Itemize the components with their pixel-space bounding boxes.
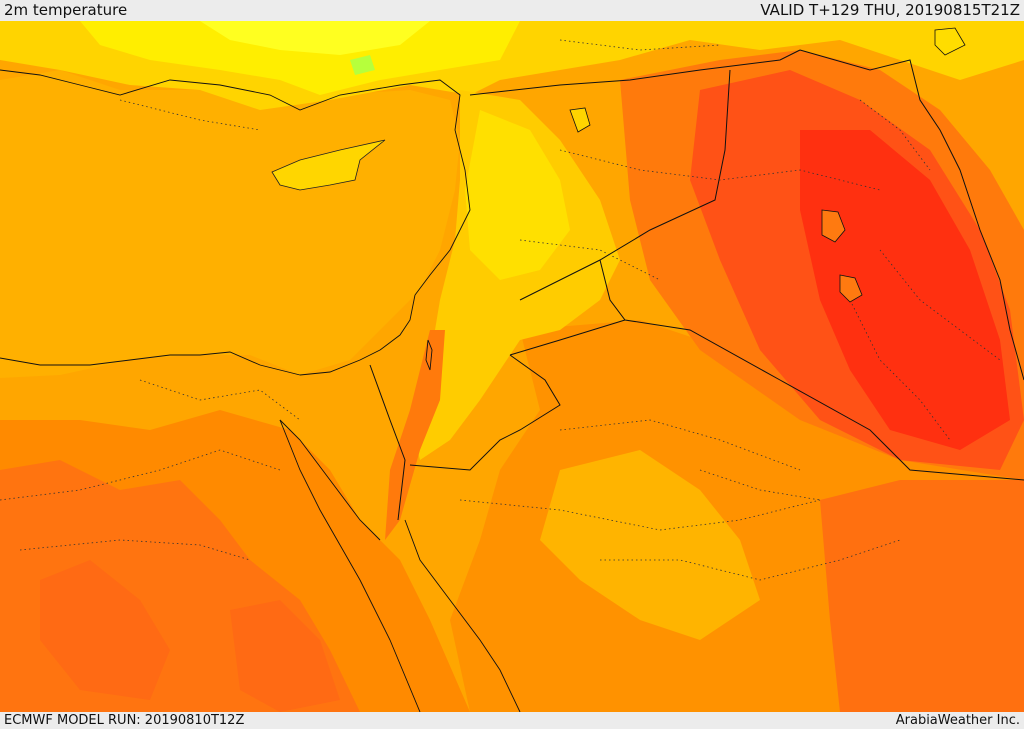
- green-spot: [350, 55, 375, 75]
- arabia-yellow-inner: [540, 450, 760, 640]
- admin-borders: [0, 39, 1001, 581]
- cyprus: [271, 139, 386, 191]
- credit-text: ArabiaWeather Inc.: [895, 713, 1020, 728]
- lake-ataturk: [569, 107, 591, 133]
- iraq-iran-border: [799, 49, 1024, 381]
- jordan-valley: [385, 330, 445, 540]
- turkey-bright-yellow: [80, 21, 520, 95]
- iraq-red-core: [800, 130, 1010, 450]
- sinai-border: [369, 364, 406, 521]
- egypt-coast: [0, 351, 301, 376]
- lake-van: [934, 27, 966, 56]
- coastlines: [0, 69, 521, 712]
- lake-tharthar: [821, 209, 846, 243]
- header-bar: 2m temperature VALID T+129 THU, 20190815…: [0, 0, 1024, 21]
- syria-iraq-border: [519, 69, 731, 301]
- levant-coast: [299, 294, 416, 376]
- sudan-patch-2: [230, 600, 340, 712]
- turkey-light-yellow: [200, 21, 430, 55]
- anatolia-coast: [0, 69, 471, 296]
- gulf-of-suez: [279, 419, 381, 541]
- temperature-map[interactable]: [0, 21, 1024, 712]
- jordan-saudi-border: [409, 319, 626, 471]
- mediterranean-sea: [0, 70, 460, 378]
- red-sea-west: [279, 419, 421, 712]
- gulf-zone: [820, 480, 1024, 712]
- footer-bar: ECMWF MODEL RUN: 20190810T12Z ArabiaWeat…: [0, 712, 1024, 729]
- sudan-patch-1: [40, 560, 170, 700]
- lake-razzaza: [839, 274, 863, 303]
- valid-time: VALID T+129 THU, 20190815T21Z: [760, 1, 1020, 19]
- red-sea-east: [404, 519, 521, 712]
- map-title: 2m temperature: [4, 1, 128, 19]
- borders: [369, 49, 1024, 521]
- levant-bright: [465, 110, 570, 280]
- model-run: ECMWF MODEL RUN: 20190810T12Z: [4, 713, 245, 728]
- dead-sea: [425, 339, 433, 371]
- syria-turkey-border: [469, 49, 801, 96]
- jordan-iraq-border: [599, 259, 1024, 481]
